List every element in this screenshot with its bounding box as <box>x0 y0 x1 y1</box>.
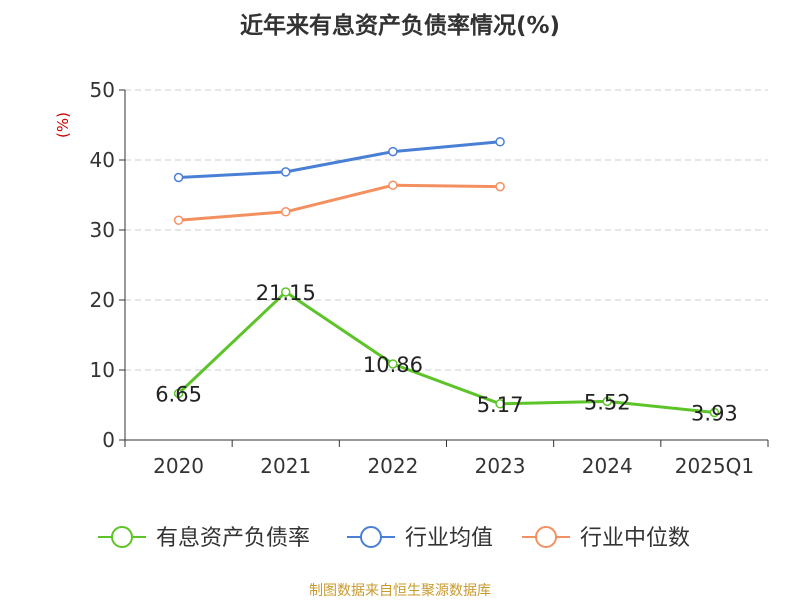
series-line-1 <box>178 140 501 179</box>
data-point <box>495 399 505 409</box>
axes <box>124 90 768 441</box>
x-tick-label: 2024 <box>582 454 633 478</box>
y-tick-label: 50 <box>90 78 115 102</box>
legend-marker <box>535 526 557 548</box>
x-axis-ticks: 2020 2021 2022 2023 2024 2025Q1 <box>124 440 769 478</box>
y-tick-label: 0 <box>102 428 115 452</box>
x-tick-label: 2022 <box>367 454 418 478</box>
data-label: 5.17 <box>477 393 524 417</box>
legend-label: 行业中位数 <box>580 526 690 551</box>
data-labels: 6.65 21.15 10.86 5.17 5.52 3.93 <box>155 281 738 426</box>
legend-marker <box>111 526 133 548</box>
data-label: 3.93 <box>691 401 738 425</box>
data-point <box>173 388 184 399</box>
data-point <box>281 167 291 177</box>
source-note: 制图数据来自恒生聚源数据库 <box>309 583 491 599</box>
legend-label: 有息资产负债率 <box>156 526 310 551</box>
data-label: 6.65 <box>155 382 202 406</box>
y-tick-label: 30 <box>90 218 115 242</box>
data-point <box>602 396 612 407</box>
x-tick-label: 2025Q1 <box>675 454 754 478</box>
x-tick-label: 2023 <box>475 454 526 478</box>
y-tick-label: 40 <box>90 148 115 172</box>
data-point <box>388 146 398 157</box>
y-tick-label: 20 <box>90 288 115 312</box>
grid-lines <box>125 89 768 371</box>
data-label: 21.15 <box>256 281 316 305</box>
data-point <box>495 181 505 192</box>
data-point <box>495 137 505 147</box>
data-point <box>173 172 184 183</box>
chart-title: 近年来有息资产负债率情况(%) <box>240 12 560 39</box>
data-point <box>281 207 291 217</box>
data-label: 5.52 <box>584 390 631 414</box>
data-point <box>388 359 398 369</box>
series-line-2 <box>178 183 501 222</box>
y-tick-label: 10 <box>90 358 115 382</box>
y-axis-label: (%) <box>54 112 72 138</box>
series-group <box>173 137 720 418</box>
legend-label: 行业均值 <box>405 526 493 551</box>
data-label: 10.86 <box>363 353 423 377</box>
series-line-0 <box>177 290 715 414</box>
x-tick-label: 2021 <box>260 454 311 478</box>
data-point <box>173 215 184 225</box>
x-tick-label: 2020 <box>153 454 204 478</box>
y-axis-ticks: 0 10 20 30 40 50 <box>90 78 125 452</box>
legend: 有息资产负债率 行业均值 行业中位数 <box>98 526 690 551</box>
legend-marker <box>360 526 382 548</box>
data-point <box>709 407 720 418</box>
data-point <box>281 287 291 297</box>
data-point <box>388 180 398 190</box>
